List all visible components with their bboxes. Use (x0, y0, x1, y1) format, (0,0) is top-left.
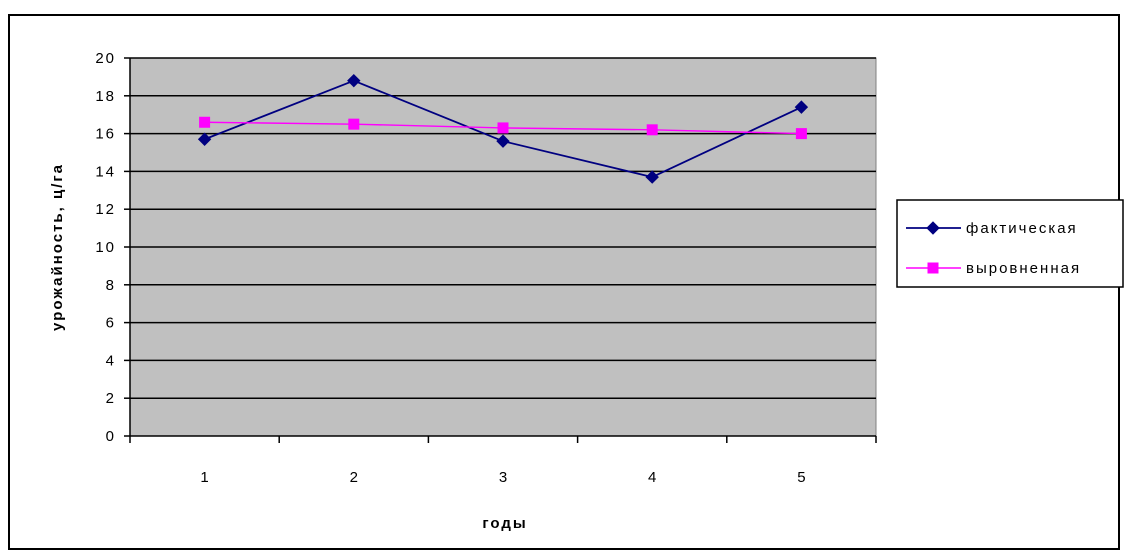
legend-item-1: фактическая (906, 220, 1078, 237)
y-axis-title: урожайность, ц/га (49, 163, 66, 331)
legend-label: выровненная (966, 260, 1081, 277)
series-1-point-3 (496, 134, 510, 148)
grid-lines (130, 57, 876, 399)
series-2 (199, 116, 807, 140)
y-tick-label-8: 8 (106, 277, 116, 294)
x-tick-label-5: 5 (797, 469, 807, 486)
series-2-point-3 (497, 122, 509, 134)
x-tick-label-4: 4 (648, 469, 658, 486)
x-tick-labels: 1 2 3 4 5 (200, 469, 807, 486)
y-tick-label-4: 4 (106, 352, 116, 369)
y-tick-label-0: 0 (106, 428, 116, 445)
series-1-point-2 (347, 73, 361, 88)
series-1 (197, 73, 809, 184)
y-tick-label-12: 12 (95, 201, 116, 218)
series-2-point-4 (646, 124, 658, 136)
y-tick-label-10: 10 (95, 239, 116, 256)
series-1-point-5 (794, 100, 809, 114)
legend-items: фактическая выровненная (906, 220, 1081, 277)
series-2-point-1 (199, 116, 211, 128)
y-tick-label-18: 18 (95, 88, 116, 105)
legend-item-2: выровненная (906, 260, 1081, 277)
y-tick-labels: 0 2 4 6 8 10 12 14 16 18 20 (95, 50, 116, 445)
y-tick-label-16: 16 (95, 126, 116, 143)
legend: фактическая выровненная (896, 199, 1124, 288)
y-tick-label-2: 2 (106, 390, 116, 407)
axes (124, 57, 877, 443)
series-1-point-4 (645, 170, 659, 184)
x-tick-label-1: 1 (200, 469, 210, 486)
x-tick-label-3: 3 (499, 469, 509, 486)
series-1-point-1 (197, 132, 212, 146)
series-2-point-5 (795, 128, 807, 140)
legend-swatch-marker (927, 262, 939, 274)
x-tick-label-2: 2 (350, 469, 360, 486)
x-axis-title: годы (482, 515, 527, 532)
y-tick-label-20: 20 (95, 50, 116, 67)
legend-swatch-marker (926, 221, 940, 235)
legend-label: фактическая (966, 220, 1078, 237)
y-tick-label-6: 6 (106, 315, 116, 332)
y-tick-label-14: 14 (95, 163, 116, 180)
series-layer (197, 73, 809, 184)
series-2-point-2 (348, 118, 360, 130)
